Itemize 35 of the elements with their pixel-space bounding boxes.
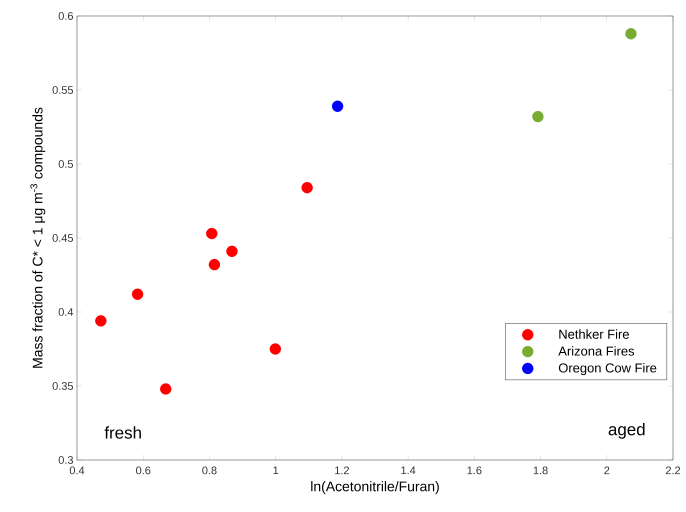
x-tick-label: 1.4: [401, 466, 416, 474]
point: [625, 28, 637, 40]
y-tick-label: 0.6: [58, 12, 73, 20]
x-tick-label: 0.8: [202, 466, 217, 474]
point: [160, 383, 172, 395]
x-tick-label: 2.2: [666, 466, 680, 474]
annotation: fresh: [104, 426, 141, 439]
x-tick-label: 0.4: [70, 466, 84, 474]
point: [95, 315, 107, 327]
x-axis-title: ln(Acetonitrile/Furan): [311, 481, 439, 494]
y-tick-label: 0.4: [58, 308, 74, 316]
y-tick-label: 0.3: [58, 456, 73, 464]
y-tick-label: 0.55: [52, 86, 74, 94]
x-tick-label: 0.6: [136, 466, 150, 474]
legend-label: Arizona Fires: [558, 346, 634, 356]
annotation: aged: [608, 422, 645, 439]
y-tick-label: 0.5: [58, 160, 74, 168]
point: [208, 258, 220, 270]
x-tick-label: 1: [273, 466, 278, 474]
x-tick-label: 1.6: [468, 466, 482, 474]
y-axis-title: Mass fraction of C* < 1 μg m$^{-3}$ compounds: [30, 108, 46, 368]
point: [132, 288, 144, 300]
point: [270, 343, 282, 355]
x-tick-label: 1.2: [335, 466, 349, 474]
legend-label: Oregon Cow Fire: [558, 363, 656, 376]
point: [301, 182, 313, 194]
point: [206, 228, 218, 240]
y-tick-label: 0.35: [52, 382, 74, 390]
x-tick-label: 2: [604, 466, 610, 474]
y-tick-label: 0.45: [52, 234, 74, 242]
point: [332, 100, 344, 112]
legend-label: Nethker Fire: [559, 329, 629, 339]
point: [532, 110, 544, 122]
x-tick-label: 1.8: [534, 466, 548, 474]
point: [226, 246, 238, 257]
